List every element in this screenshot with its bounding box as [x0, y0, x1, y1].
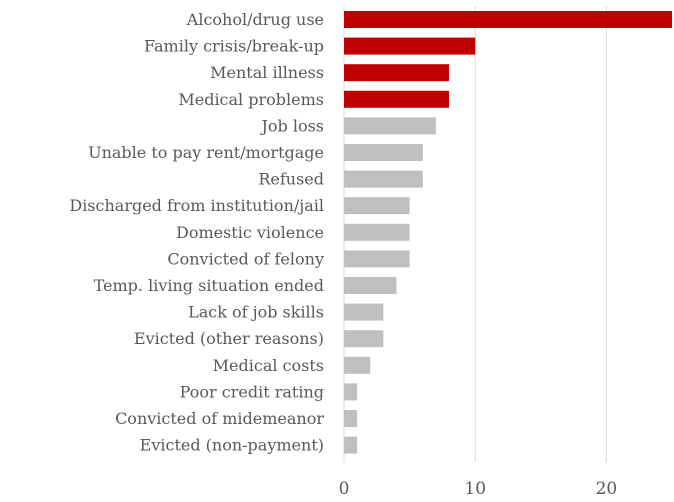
bar [344, 436, 358, 454]
category-label: Discharged from institution/jail [69, 196, 324, 215]
bar [344, 277, 397, 294]
bar [344, 410, 358, 427]
category-label: Convicted of felony [167, 249, 324, 268]
bar [344, 170, 423, 188]
bar [344, 144, 423, 161]
category-label: Evicted (other reasons) [134, 329, 324, 348]
category-label: Refused [258, 170, 324, 189]
category-label: Temp. living situation ended [94, 276, 324, 295]
category-label: Evicted (non-payment) [140, 436, 324, 455]
category-label: Medical problems [178, 90, 324, 109]
bar [344, 197, 410, 215]
category-label: Medical costs [213, 356, 324, 375]
category-label: Alcohol/drug use [186, 10, 324, 29]
x-axis-tick-labels: 0 10 20 [339, 479, 618, 499]
bar [344, 223, 410, 241]
bar [344, 90, 449, 108]
bar [344, 383, 358, 401]
bar [344, 356, 371, 374]
bar [344, 64, 449, 82]
category-label: Lack of job skills [188, 303, 324, 322]
bar [344, 37, 476, 55]
x-tick-label: 0 [339, 479, 350, 499]
category-label: Unable to pay rent/mortgage [88, 143, 324, 162]
category-labels: Alcohol/drug use Family crisis/break-up Me… [69, 10, 324, 455]
category-label: Domestic violence [176, 223, 324, 242]
x-tick-label: 20 [596, 479, 618, 499]
bar [344, 250, 410, 268]
bar [344, 303, 384, 321]
bar [344, 117, 436, 135]
x-tick-label: 10 [464, 479, 486, 499]
bars [344, 11, 672, 454]
bar [344, 330, 384, 348]
category-label: Convicted of midemeanor [115, 409, 324, 428]
category-label: Job loss [259, 116, 324, 135]
bar [344, 11, 672, 28]
category-label: Family crisis/break-up [144, 37, 324, 56]
category-label: Poor credit rating [180, 382, 324, 401]
category-label: Mental illness [210, 63, 324, 82]
